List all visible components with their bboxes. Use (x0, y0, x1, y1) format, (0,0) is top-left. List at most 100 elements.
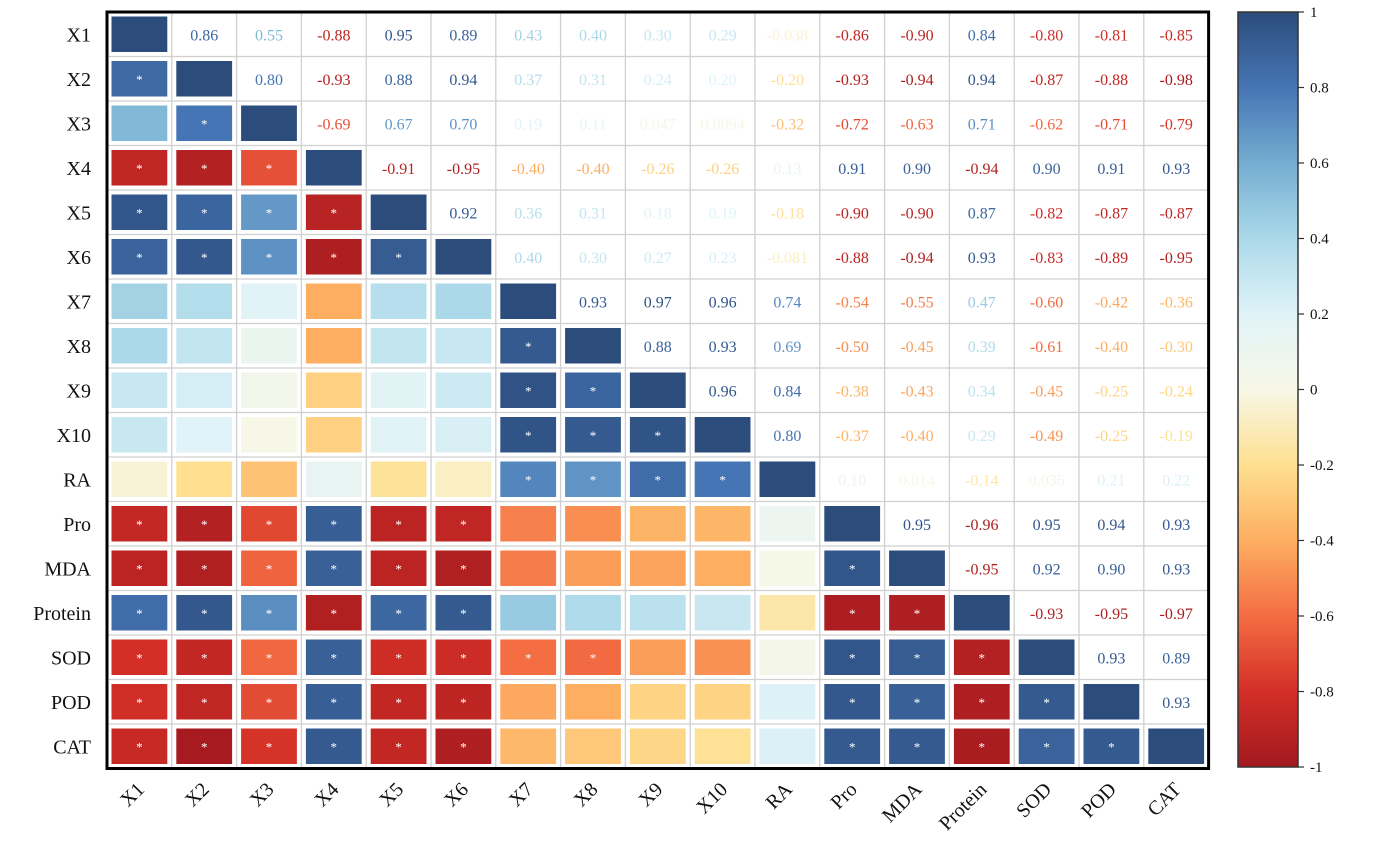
heatmap-cell (500, 506, 557, 542)
correlation-value-label: 0.93 (1162, 695, 1190, 712)
heatmap-cell (500, 684, 557, 720)
heatmap-cell (500, 639, 557, 675)
significance-marker: * (331, 205, 338, 220)
significance-marker: * (460, 695, 467, 710)
heatmap-cell (694, 506, 751, 542)
significance-marker: * (136, 161, 143, 176)
heatmap-cell (759, 684, 816, 720)
significance-marker: * (136, 695, 143, 710)
correlation-value-label: -0.40 (512, 161, 545, 178)
heatmap-cell (111, 328, 168, 364)
correlation-value-label: -0.85 (1160, 27, 1193, 44)
heatmap-cell (1018, 728, 1075, 764)
heatmap-cell (694, 595, 751, 631)
heatmap-cell (111, 150, 168, 186)
heatmap-cell (176, 105, 233, 141)
significance-marker: * (590, 650, 597, 665)
heatmap-cell (435, 328, 492, 364)
heatmap-cell (111, 639, 168, 675)
colorbar-tick-label: 0.6 (1310, 156, 1329, 172)
heatmap-cell (241, 550, 297, 586)
correlation-value-label: -0.25 (1095, 428, 1128, 445)
heatmap-cell (500, 328, 557, 364)
correlation-value-label: 0.47 (968, 294, 996, 311)
significance-marker: * (331, 250, 338, 265)
correlation-value-label: 0.93 (968, 250, 996, 267)
significance-marker: * (460, 606, 467, 621)
heatmap-cell (241, 728, 297, 764)
correlation-value-label: 0.93 (1162, 561, 1190, 578)
heatmap-cell (305, 506, 362, 542)
significance-marker: * (266, 561, 273, 576)
correlation-value-label: 0.29 (968, 428, 996, 445)
significance-marker: * (525, 339, 532, 354)
heatmap-cell (694, 728, 751, 764)
significance-marker: * (266, 205, 273, 220)
correlation-value-label: 0.39 (968, 339, 996, 356)
significance-marker: * (331, 606, 338, 621)
correlation-value-label: 0.11 (579, 116, 606, 133)
significance-marker: * (136, 561, 143, 576)
heatmap-cell (824, 595, 881, 631)
heatmap-cell (305, 328, 362, 364)
significance-marker: * (331, 739, 338, 754)
correlation-value-label: -0.98 (1160, 72, 1193, 89)
heatmap-cell (435, 372, 492, 408)
correlation-value-label: -0.95 (447, 161, 480, 178)
correlation-value-label: -0.26 (641, 161, 674, 178)
y-axis-tick-labels: X1 X2 X3 X4 X5 X6 X7 X8 X9 X10 RA Pro MDA Protein SOD P… (33, 24, 91, 758)
correlation-value-label: -0.62 (1030, 116, 1063, 133)
correlation-value-label: 0.86 (190, 27, 218, 44)
heatmap-cell (305, 728, 362, 764)
x-tick-label: X8 (570, 778, 603, 811)
x-tick-label: X9 (634, 778, 667, 811)
significance-marker: * (655, 472, 662, 487)
significance-marker: * (266, 250, 273, 265)
correlation-value-label: -0.79 (1160, 116, 1193, 133)
significance-marker: * (136, 517, 143, 532)
heatmap-cell (500, 372, 557, 408)
heatmap-cell (111, 461, 168, 497)
heatmap-cell (176, 372, 233, 408)
y-tick-label: X2 (67, 69, 91, 91)
heatmap-cell (241, 239, 297, 275)
x-tick-label: X10 (692, 778, 732, 818)
heatmap-cell (500, 550, 557, 586)
heatmap-cell (759, 506, 816, 542)
significance-marker: * (201, 739, 208, 754)
correlation-value-label: 0.97 (644, 294, 672, 311)
correlation-value-label: 0.93 (1162, 161, 1190, 178)
heatmap-cell (370, 639, 427, 675)
correlation-value-label: -0.18 (771, 205, 804, 222)
heatmap-cell (241, 372, 297, 408)
significance-marker: * (525, 472, 532, 487)
colorbar-tick-label: -0.6 (1310, 609, 1334, 625)
correlation-value-label: -0.82 (1030, 205, 1063, 222)
heatmap-cell-diagonal (889, 550, 945, 586)
heatmap-cell (176, 639, 233, 675)
correlation-value-label: -0.81 (1095, 27, 1128, 44)
heatmap-cell (824, 728, 881, 764)
heatmap-cell (565, 595, 621, 631)
correlation-value-label: 0.13 (773, 161, 801, 178)
heatmap-cell-diagonal (1083, 684, 1140, 720)
correlation-value-label: -0.45 (900, 339, 933, 356)
colorbar-tick-label: -0.4 (1310, 534, 1334, 550)
plot-border (105, 10, 1211, 770)
x-tick-label: X1 (116, 778, 149, 811)
y-tick-label: X5 (67, 202, 91, 224)
heatmap-cell (305, 550, 362, 586)
correlation-value-label: -0.87 (1095, 205, 1128, 222)
heatmap-cell-diagonal (629, 372, 686, 408)
heatmap-cell (565, 461, 621, 497)
colorbar-tick-label: 0 (1310, 383, 1318, 399)
correlation-value-label: -0.88 (317, 27, 350, 44)
x-tick-label: MDA (878, 778, 927, 827)
x-tick-label: Pro (827, 778, 862, 813)
heatmap-cell (565, 639, 621, 675)
correlation-value-label: -0.20 (771, 72, 804, 89)
correlation-value-label: 0.29 (709, 27, 737, 44)
heatmap-cell (305, 194, 362, 230)
heatmap-cell (305, 417, 362, 453)
